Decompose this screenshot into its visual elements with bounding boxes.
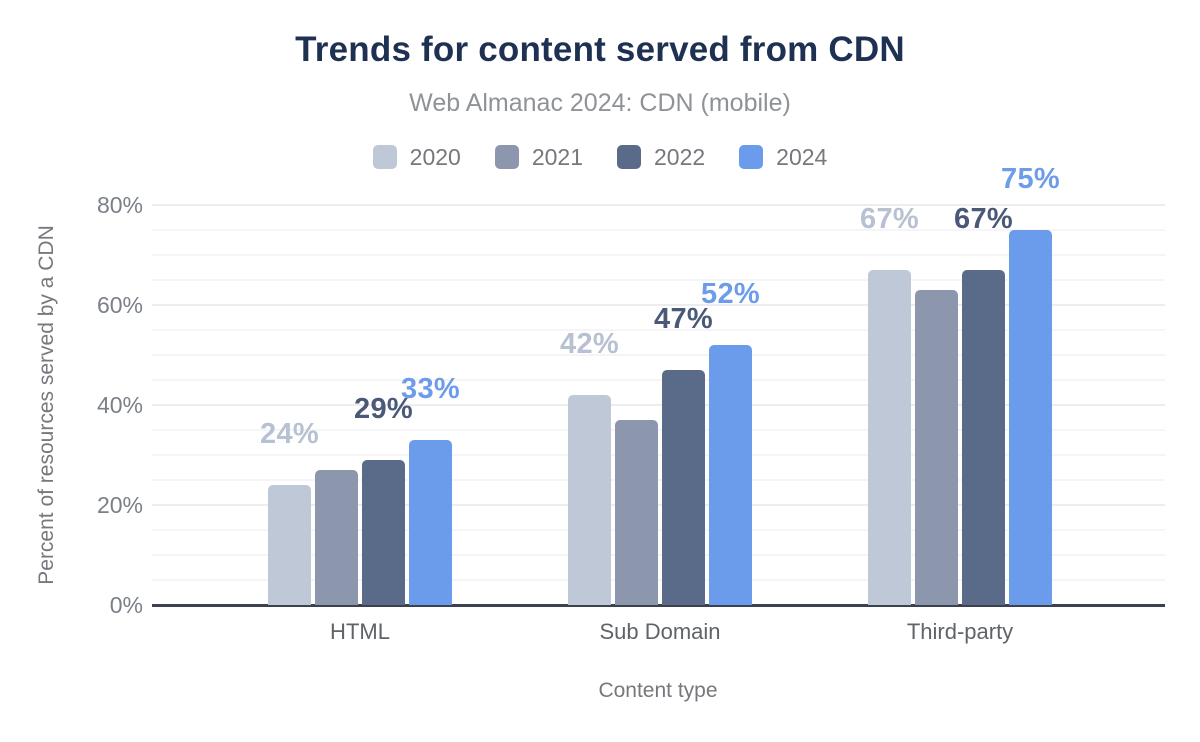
bar-value-label: 52% xyxy=(701,278,760,310)
gridline-minor xyxy=(152,354,1165,356)
gridline-minor xyxy=(152,529,1165,531)
bar-2021-sub-domain[interactable] xyxy=(615,420,658,605)
legend-label-2024: 2024 xyxy=(776,143,828,170)
bar-2024-third-party[interactable] xyxy=(1009,230,1052,605)
gridline-minor xyxy=(152,554,1165,556)
legend-swatch-2020 xyxy=(372,145,397,169)
y-tick-40: 40% xyxy=(96,392,143,418)
chart-subtitle: Web Almanac 2024: CDN (mobile) xyxy=(409,89,791,117)
bar-2020-third-party[interactable] xyxy=(868,270,911,605)
bar-value-label: 47% xyxy=(654,303,713,335)
chart-title: Trends for content served from CDN xyxy=(295,30,905,69)
bar-value-label: 42% xyxy=(560,328,619,360)
bar-2021-html[interactable] xyxy=(315,470,358,605)
gridline-major xyxy=(152,304,1165,306)
gridline-minor xyxy=(152,229,1165,231)
bar-value-label: 29% xyxy=(354,393,413,425)
legend-swatch-2021 xyxy=(494,145,519,169)
y-tick-60: 60% xyxy=(96,292,143,318)
bar-value-label: 33% xyxy=(401,373,460,405)
gridline-minor xyxy=(152,279,1165,281)
legend-swatch-2024 xyxy=(739,145,764,169)
legend-label-2022: 2022 xyxy=(654,143,706,170)
gridline-major xyxy=(152,504,1165,506)
gridline-major xyxy=(152,204,1165,206)
gridline-minor xyxy=(152,379,1165,381)
category-label-third-party: Third-party xyxy=(906,619,1014,644)
bar-2024-sub-domain[interactable] xyxy=(709,345,752,605)
legend: 2020 2021 2022 2024 xyxy=(0,143,1200,171)
legend-item-2020: 2020 xyxy=(372,143,461,171)
plot-area: 24% 29% 33% 42% 47% 52% 67% 67% 75% xyxy=(152,164,1165,607)
gridline-minor xyxy=(152,329,1165,331)
bar-value-label: 67% xyxy=(954,203,1013,235)
legend-label-2021: 2021 xyxy=(531,143,583,170)
gridline-minor xyxy=(152,429,1165,431)
bar-value-label: 24% xyxy=(260,418,319,450)
y-axis-title: Percent of resources served by a CDN xyxy=(35,225,58,585)
legend-item-2024: 2024 xyxy=(739,144,827,171)
bar-value-label: 75% xyxy=(1001,163,1060,195)
bar-2022-html[interactable] xyxy=(362,460,405,605)
x-axis-title: Content type xyxy=(598,679,718,702)
gridline-minor xyxy=(152,479,1165,481)
bar-2020-html[interactable] xyxy=(268,485,311,605)
y-tick-80: 80% xyxy=(96,192,143,218)
gridline-major xyxy=(152,404,1165,406)
gridline-minor xyxy=(152,579,1165,581)
y-tick-0: 0% xyxy=(109,592,143,618)
x-axis-line xyxy=(152,604,1165,607)
bar-2024-html[interactable] xyxy=(409,440,452,605)
gridline-minor xyxy=(152,254,1165,256)
category-label-html: HTML xyxy=(330,619,390,644)
bar-2022-sub-domain[interactable] xyxy=(662,370,705,605)
legend-swatch-2022 xyxy=(617,145,641,169)
y-tick-20: 20% xyxy=(96,492,143,518)
legend-item-2021: 2021 xyxy=(494,143,583,171)
gridline-minor xyxy=(152,454,1165,456)
category-label-sub-domain: Sub Domain xyxy=(599,619,721,644)
bar-2021-third-party[interactable] xyxy=(915,290,958,605)
legend-label-2020: 2020 xyxy=(409,143,461,170)
bar-2022-third-party[interactable] xyxy=(962,270,1005,605)
bar-value-label: 67% xyxy=(860,203,919,235)
legend-item-2022: 2022 xyxy=(617,144,705,171)
bar-2020-sub-domain[interactable] xyxy=(568,395,611,605)
